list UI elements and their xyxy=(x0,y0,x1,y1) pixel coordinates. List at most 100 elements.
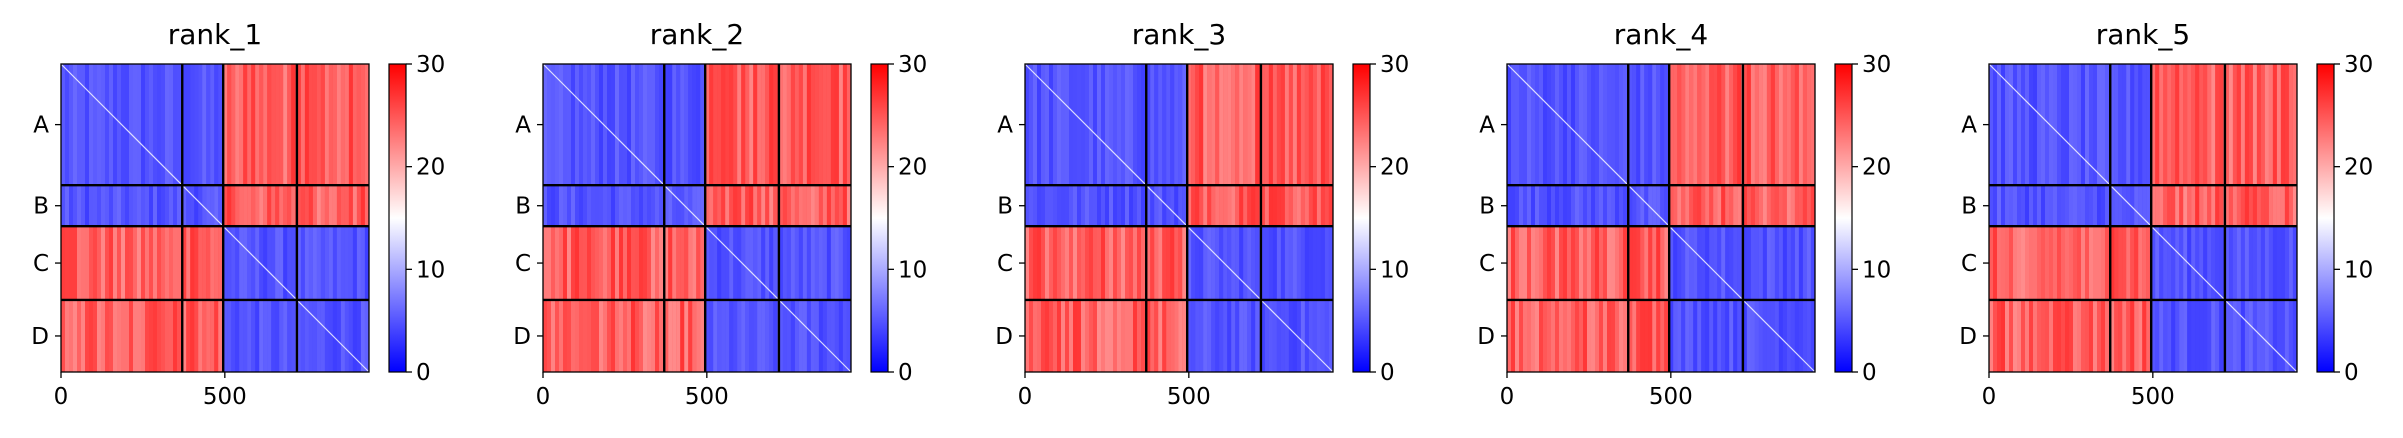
heatmap-streak xyxy=(1619,185,1623,227)
diagonal-line xyxy=(1506,63,1816,373)
heatmap-streak xyxy=(680,185,685,227)
heatmap-streak xyxy=(563,226,567,300)
heatmap-streak xyxy=(1162,299,1167,372)
colorbar-tick-label: 30 xyxy=(2344,52,2373,78)
heatmap-streak xyxy=(1243,64,1248,186)
heatmap-streak xyxy=(1146,226,1151,300)
heatmap-streak xyxy=(287,226,292,300)
heatmap-streak xyxy=(2224,64,2229,186)
heatmap-streak xyxy=(263,226,268,300)
heatmap-streak xyxy=(1746,64,1751,186)
heatmap-streak xyxy=(1211,299,1216,372)
colorbar-tick-label: 0 xyxy=(416,360,431,386)
heatmap-streak xyxy=(765,185,770,227)
heatmap-streak xyxy=(1774,226,1779,300)
heatmap-streak xyxy=(73,185,77,227)
heatmap-streak xyxy=(1264,299,1269,372)
heatmap-streak xyxy=(2033,299,2037,372)
heatmap-streak xyxy=(161,185,165,227)
heatmap-streak xyxy=(1260,299,1265,372)
heatmap-streak xyxy=(2057,185,2061,227)
heatmap-streak xyxy=(340,226,345,300)
heatmap-streak xyxy=(239,185,244,227)
heatmap-streak xyxy=(2211,185,2216,227)
heatmap-streak xyxy=(1794,64,1799,186)
heatmap-streak xyxy=(692,226,697,300)
heatmap-streak xyxy=(1260,185,1265,227)
heatmap-streak xyxy=(1219,185,1224,227)
heatmap-streak xyxy=(214,299,219,372)
heatmap-streak xyxy=(145,64,149,186)
heatmap-streak xyxy=(1644,299,1649,372)
heatmap-streak xyxy=(2081,185,2085,227)
heatmap-streak xyxy=(1587,226,1591,300)
heatmap-streak xyxy=(2228,64,2233,186)
heatmap-streak xyxy=(1280,226,1285,300)
heatmap-streak xyxy=(717,185,722,227)
heatmap-streak xyxy=(210,299,215,372)
heatmap-streak xyxy=(1543,64,1547,186)
heatmap-streak xyxy=(267,299,272,372)
heatmap-streak xyxy=(1559,226,1563,300)
heatmap-streak xyxy=(328,64,333,186)
heatmap-streak xyxy=(1729,64,1734,186)
heatmap-streak xyxy=(259,185,264,227)
heatmap-streak xyxy=(1146,185,1151,227)
heatmap-streak xyxy=(190,299,195,372)
heatmap-streak xyxy=(798,299,803,372)
heatmap-streak xyxy=(1515,185,1519,227)
heatmap-streak xyxy=(169,64,173,186)
heatmap-streak xyxy=(105,299,109,372)
heatmap-streak xyxy=(2260,64,2265,186)
heatmap-streak xyxy=(1207,299,1212,372)
heatmap-streak xyxy=(157,226,161,300)
heatmap-streak xyxy=(651,185,655,227)
heatmap-streak xyxy=(177,185,181,227)
heatmap-streak xyxy=(287,185,292,227)
heatmap-streak xyxy=(259,226,264,300)
heatmap-streak xyxy=(2248,64,2253,186)
heatmap-streak xyxy=(332,185,337,227)
heatmap-streak xyxy=(696,226,701,300)
heatmap-streak xyxy=(121,64,125,186)
heatmap-streak xyxy=(210,64,215,186)
heatmap-streak xyxy=(1721,299,1726,372)
heatmap-streak xyxy=(643,226,647,300)
heatmap-streak xyxy=(1511,226,1515,300)
heatmap-streak xyxy=(1182,185,1187,227)
heatmap-streak xyxy=(304,185,309,227)
heatmap-streak xyxy=(1166,64,1171,186)
heatmap-streak xyxy=(745,226,750,300)
heatmap-streak xyxy=(1316,226,1321,300)
heatmap-streak xyxy=(1567,64,1571,186)
x-tick-label: 500 xyxy=(1649,384,1693,410)
heatmap-streak xyxy=(1693,299,1698,372)
heatmap-streak xyxy=(1689,185,1694,227)
heatmap-streak xyxy=(2199,64,2204,186)
heatmap-streak xyxy=(2041,299,2045,372)
heatmap-streak xyxy=(721,299,726,372)
heatmap-streak xyxy=(717,64,722,186)
heatmap-streak xyxy=(1563,185,1567,227)
heatmap-streak xyxy=(782,64,787,186)
heatmap-streak xyxy=(263,299,268,372)
heatmap-streak xyxy=(291,64,296,186)
heatmap-streak xyxy=(2001,185,2005,227)
heatmap-streak xyxy=(105,64,109,186)
heatmap-streak xyxy=(2195,299,2200,372)
heatmap-streak xyxy=(818,299,823,372)
heatmap-streak xyxy=(2179,185,2184,227)
heatmap-streak xyxy=(1746,185,1751,227)
heatmap-streak xyxy=(2089,185,2093,227)
heatmap-streak xyxy=(1583,299,1587,372)
heatmap-streak xyxy=(296,64,301,186)
heatmap-streak xyxy=(2187,226,2192,300)
heatmap-streak xyxy=(2069,226,2073,300)
heatmap-streak xyxy=(741,185,746,227)
heatmap-streak xyxy=(1539,185,1543,227)
heatmap-streak xyxy=(1660,299,1665,372)
heatmap-streak xyxy=(121,299,125,372)
heatmap-streak xyxy=(1583,226,1587,300)
heatmap-streak xyxy=(2001,226,2005,300)
